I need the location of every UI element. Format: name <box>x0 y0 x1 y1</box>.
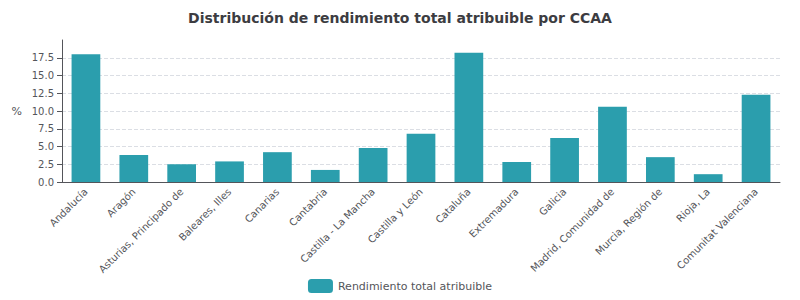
svg-text:%: % <box>12 105 22 118</box>
svg-text:Castilla - La Mancha: Castilla - La Mancha <box>298 186 377 265</box>
svg-text:Rendimiento total atribuible: Rendimiento total atribuible <box>338 280 492 293</box>
svg-text:2.5: 2.5 <box>38 159 54 170</box>
svg-text:Castilla y León: Castilla y León <box>366 186 425 245</box>
svg-text:Rioja, La: Rioja, La <box>674 186 712 224</box>
svg-text:Aragón: Aragón <box>105 186 138 219</box>
svg-text:Murcia, Región de: Murcia, Región de <box>593 186 664 257</box>
svg-text:Madrid, Comunidad de: Madrid, Comunidad de <box>528 186 616 274</box>
svg-text:Cantabria: Cantabria <box>287 186 329 228</box>
svg-text:Extremadura: Extremadura <box>467 186 521 240</box>
svg-text:Asturias, Principado de: Asturias, Principado de <box>97 186 186 275</box>
svg-text:Comunitat Valenciana: Comunitat Valenciana <box>675 186 760 271</box>
svg-text:7.5: 7.5 <box>38 123 54 134</box>
svg-text:15.0: 15.0 <box>32 70 54 81</box>
svg-text:Distribución de rendimiento to: Distribución de rendimiento total atribu… <box>188 10 612 26</box>
svg-text:Andalucía: Andalucía <box>47 186 90 229</box>
svg-text:Cataluña: Cataluña <box>433 186 472 225</box>
svg-text:5.0: 5.0 <box>38 141 54 152</box>
svg-text:10.0: 10.0 <box>32 106 54 117</box>
svg-text:17.5: 17.5 <box>32 52 54 63</box>
svg-text:0.0: 0.0 <box>38 177 54 188</box>
svg-text:Galicia: Galicia <box>537 186 569 218</box>
svg-text:12.5: 12.5 <box>32 88 54 99</box>
svg-text:Baleares, Illes: Baleares, Illes <box>177 186 234 243</box>
svg-text:Canarias: Canarias <box>243 186 282 225</box>
